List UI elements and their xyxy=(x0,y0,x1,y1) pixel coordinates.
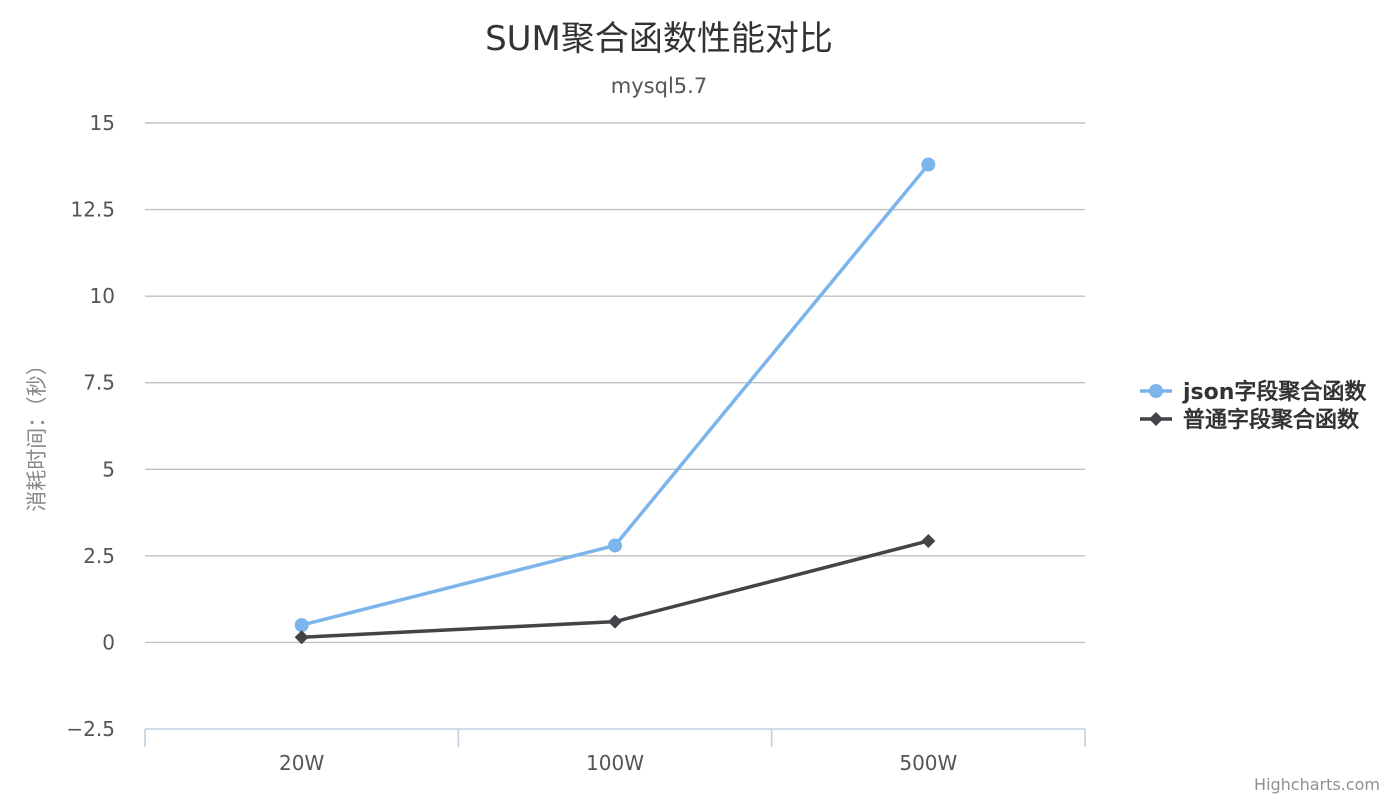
x-tick-label: 100W xyxy=(586,751,644,775)
chart-subtitle: mysql5.7 xyxy=(611,74,707,98)
x-tick-label: 20W xyxy=(279,751,324,775)
y-tick-label: −2.5 xyxy=(66,717,115,741)
legend-marker xyxy=(1149,412,1163,426)
series-1 xyxy=(294,157,936,633)
y-tick-label: 10 xyxy=(90,284,115,308)
grid-lines xyxy=(145,122,1085,644)
y-tick-label: 0 xyxy=(102,630,115,654)
y-tick-label: 5 xyxy=(102,457,115,481)
x-tick-label: 500W xyxy=(899,751,957,775)
legend-item[interactable]: json字段聚合函数 xyxy=(1140,379,1367,405)
data-point[interactable] xyxy=(608,614,622,629)
series-layer xyxy=(294,157,936,645)
data-point[interactable] xyxy=(294,630,309,645)
series-2 xyxy=(294,533,936,645)
legend-label: 普通字段聚合函数 xyxy=(1183,407,1360,433)
credits-link[interactable]: Highcharts.com xyxy=(1254,775,1380,794)
x-axis: 20W 100W 500W xyxy=(144,728,1086,775)
legend-label: json字段聚合函数 xyxy=(1182,379,1367,405)
y-axis-ticks: −2.5 0 2.5 5 7.5 10 12.5 15 xyxy=(66,111,115,741)
y-tick-label: 7.5 xyxy=(83,371,115,395)
data-point[interactable] xyxy=(294,618,309,633)
y-tick-label: 15 xyxy=(90,111,115,135)
legend-marker xyxy=(1149,384,1163,398)
data-point[interactable] xyxy=(608,538,622,553)
legend-item[interactable]: 普通字段聚合函数 xyxy=(1140,407,1360,433)
y-tick-label: 2.5 xyxy=(83,544,115,568)
chart-title: SUM聚合函数性能对比 xyxy=(485,19,833,59)
data-point[interactable] xyxy=(921,157,936,172)
data-point[interactable] xyxy=(921,533,936,548)
y-tick-label: 12.5 xyxy=(70,198,115,222)
y-axis-label: 消耗时间：（秒） xyxy=(25,354,49,512)
